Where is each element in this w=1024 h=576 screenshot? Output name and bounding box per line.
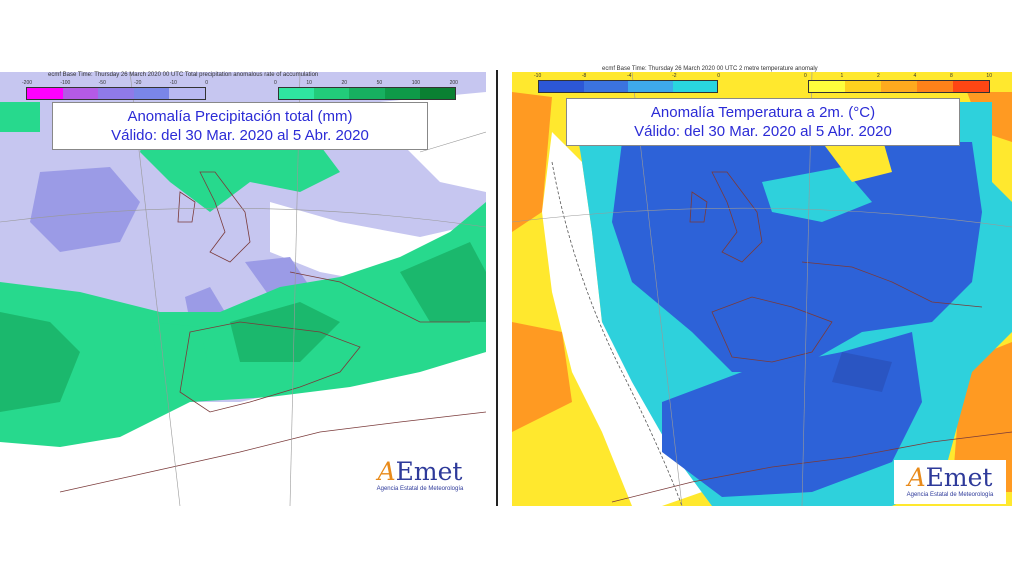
precipitation-title: Anomalía Precipitación total (mm) (127, 108, 353, 125)
temp-neg-tick-3: -2 (672, 73, 677, 79)
temp-pos-tick-1: 1 (840, 73, 844, 79)
precipitation-legend-ticks-negative: -200 -100 -50 -20 -10 0 (22, 80, 208, 86)
precip-pos-tick-0: 0 (274, 80, 277, 86)
precip-neg-tick-4: -10 (169, 80, 177, 86)
precip-pos-swatch-2 (349, 88, 385, 99)
temp-pos-swatch-0 (809, 81, 845, 92)
precip-pos-tick-3: 50 (376, 80, 383, 86)
precip-neg-swatch-3 (133, 88, 170, 99)
precip-pos-tick-4: 100 (411, 80, 421, 86)
aemet-logo-right: AEmet Agencia Estatal de Meteorología (894, 460, 1006, 504)
temp-neg-tick-0: -10 (534, 73, 542, 79)
aemet-logo-mark: AEmet (377, 457, 463, 486)
precip-neg-tick-3: -20 (134, 80, 142, 86)
precip-pos-tick-2: 20 (341, 80, 348, 86)
temp-neg-tick-1: -8 (581, 73, 587, 79)
precip-neg-swatch-0 (27, 88, 63, 99)
precip-neg-tick-1: -100 (60, 80, 71, 86)
temp-pos-tick-5: 10 (986, 73, 992, 79)
temp-pos-swatch-2 (881, 81, 917, 92)
temp-neg-tick-2: -4 (627, 73, 632, 79)
temp-neg-swatch-0 (539, 81, 584, 92)
temp-neg-swatch-1 (583, 81, 628, 92)
temperature-anomaly-map: Anomalía Temperatura a 2m. (°C) Válido: … (512, 72, 1012, 506)
temperature-legend-ticks-negative: -10 -8 -4 -2 0 (534, 73, 720, 79)
precip-neg-swatch-2 (98, 88, 134, 99)
precip-pos-swatch-1 (314, 88, 350, 99)
aemet-logo: AEmet Agencia Estatal de Meteorología (364, 454, 476, 498)
precipitation-legend-negative (26, 87, 206, 100)
precip-neg-swatch-1 (62, 88, 99, 99)
temp-neg-swatch-2 (628, 81, 673, 92)
temp-neg-tick-4: 0 (717, 73, 720, 79)
temperature-validity: Válido: del 30 Mar. 2020 al 5 Abr. 2020 (634, 123, 892, 140)
precip-neg-tick-0: -200 (22, 80, 33, 86)
precip-pos-swatch-4 (419, 88, 455, 99)
temp-pos-tick-3: 4 (913, 73, 917, 79)
precipitation-header: ecmf Base Time: Thursday 26 March 2020 0… (48, 72, 319, 78)
aemet-logo-subtitle: Agencia Estatal de Meteorología (376, 486, 464, 492)
precipitation-validity: Válido: del 30 Mar. 2020 al 5 Abr. 2020 (111, 127, 369, 144)
temperature-title: Anomalía Temperatura a 2m. (°C) (650, 104, 876, 121)
panel-divider (496, 70, 498, 506)
temperature-legend-negative (538, 80, 718, 93)
temp-pos-swatch-3 (917, 81, 953, 92)
precip-neg-tick-5: 0 (205, 80, 208, 86)
temp-pos-tick-2: 2 (876, 73, 880, 79)
precipitation-legend-positive (278, 87, 456, 100)
precipitation-anomaly-map: Anomalía Precipitación total (mm) Válido… (0, 72, 486, 506)
temperature-title-box: Anomalía Temperatura a 2m. (°C) Válido: … (566, 98, 960, 146)
temperature-legend-positive (808, 80, 990, 93)
temp-neg-swatch-3 (672, 81, 717, 92)
temp-pos-swatch-1 (845, 81, 881, 92)
temp-pos-tick-0: 0 (804, 73, 807, 79)
temp-pos-swatch-4 (953, 81, 989, 92)
temperature-header: ecmf Base Time: Thursday 26 March 2020 0… (602, 66, 818, 72)
aemet-logo-subtitle-right: Agencia Estatal de Meteorología (906, 492, 994, 498)
precip-neg-swatch-4 (169, 88, 205, 99)
aemet-logo-mark-right: AEmet (907, 463, 993, 492)
precip-neg-tick-2: -50 (98, 80, 106, 86)
precip-pos-tick-5: 200 (449, 80, 458, 86)
precipitation-title-box: Anomalía Precipitación total (mm) Válido… (52, 102, 428, 150)
precip-pos-swatch-0 (279, 88, 315, 99)
precip-pos-swatch-3 (384, 88, 420, 99)
precipitation-legend-ticks-positive: 0 10 20 50 100 200 (274, 80, 458, 86)
temp-pos-tick-4: 8 (949, 73, 953, 79)
precip-pos-tick-1: 10 (306, 80, 312, 86)
temperature-legend-ticks-positive: 0 1 2 4 8 10 (804, 73, 992, 79)
